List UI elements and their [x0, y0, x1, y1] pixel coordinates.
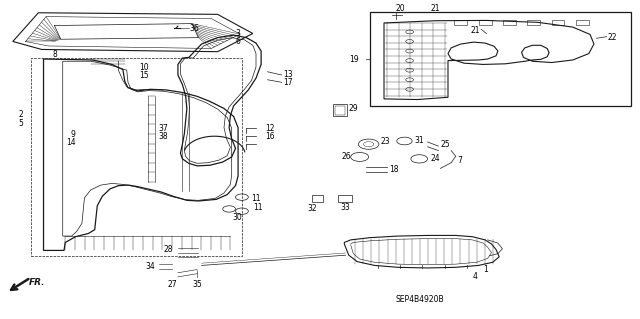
Text: 22: 22	[608, 33, 618, 42]
Bar	[333, 104, 347, 116]
Text: 37: 37	[159, 124, 168, 133]
Text: 17: 17	[283, 78, 292, 87]
Text: 28: 28	[163, 245, 173, 254]
Text: 27: 27	[168, 280, 178, 289]
Text: 19: 19	[349, 55, 358, 63]
Text: 23: 23	[381, 137, 390, 146]
Bar	[479, 20, 492, 25]
Text: 26: 26	[341, 152, 351, 161]
Text: 3: 3	[236, 29, 241, 38]
Text: 6: 6	[236, 37, 241, 46]
Text: 4: 4	[472, 272, 477, 281]
Text: 2: 2	[19, 110, 23, 119]
Bar	[527, 20, 540, 25]
Bar	[31, 58, 242, 256]
Text: 18: 18	[389, 165, 399, 174]
Text: 24: 24	[430, 154, 440, 163]
Text: 33: 33	[340, 203, 351, 211]
Bar	[338, 195, 352, 202]
Text: 1: 1	[483, 265, 488, 274]
Text: 31: 31	[414, 137, 424, 145]
Text: SEP4B4920B: SEP4B4920B	[396, 295, 444, 304]
Text: 29: 29	[349, 104, 358, 113]
Text: 9: 9	[70, 130, 76, 139]
Text: 10: 10	[140, 63, 149, 72]
Text: 30: 30	[232, 213, 242, 222]
Text: 11: 11	[251, 194, 260, 203]
Text: 25: 25	[440, 140, 450, 149]
Text: FR.: FR.	[29, 278, 45, 287]
Text: 11: 11	[253, 204, 262, 212]
Text: 5: 5	[18, 119, 23, 128]
Text: 34: 34	[145, 262, 155, 271]
Text: 16: 16	[266, 132, 275, 141]
Text: 38: 38	[159, 132, 168, 141]
Text: 13: 13	[283, 70, 292, 78]
Bar	[503, 20, 516, 25]
Bar	[454, 20, 467, 25]
Bar	[335, 106, 345, 115]
Text: 35: 35	[192, 280, 202, 289]
Text: 21: 21	[470, 26, 480, 35]
Text: 36: 36	[189, 24, 199, 33]
Text: 21: 21	[430, 4, 440, 13]
Text: 15: 15	[140, 71, 149, 80]
Text: 7: 7	[458, 156, 463, 165]
Text: 32: 32	[307, 204, 317, 212]
Bar	[576, 20, 589, 25]
Text: 12: 12	[266, 124, 275, 133]
Text: 8: 8	[52, 50, 57, 59]
Bar	[312, 195, 323, 202]
Bar	[370, 12, 631, 106]
Text: 14: 14	[66, 138, 76, 147]
Text: 20: 20	[396, 4, 405, 13]
Bar	[552, 20, 564, 25]
